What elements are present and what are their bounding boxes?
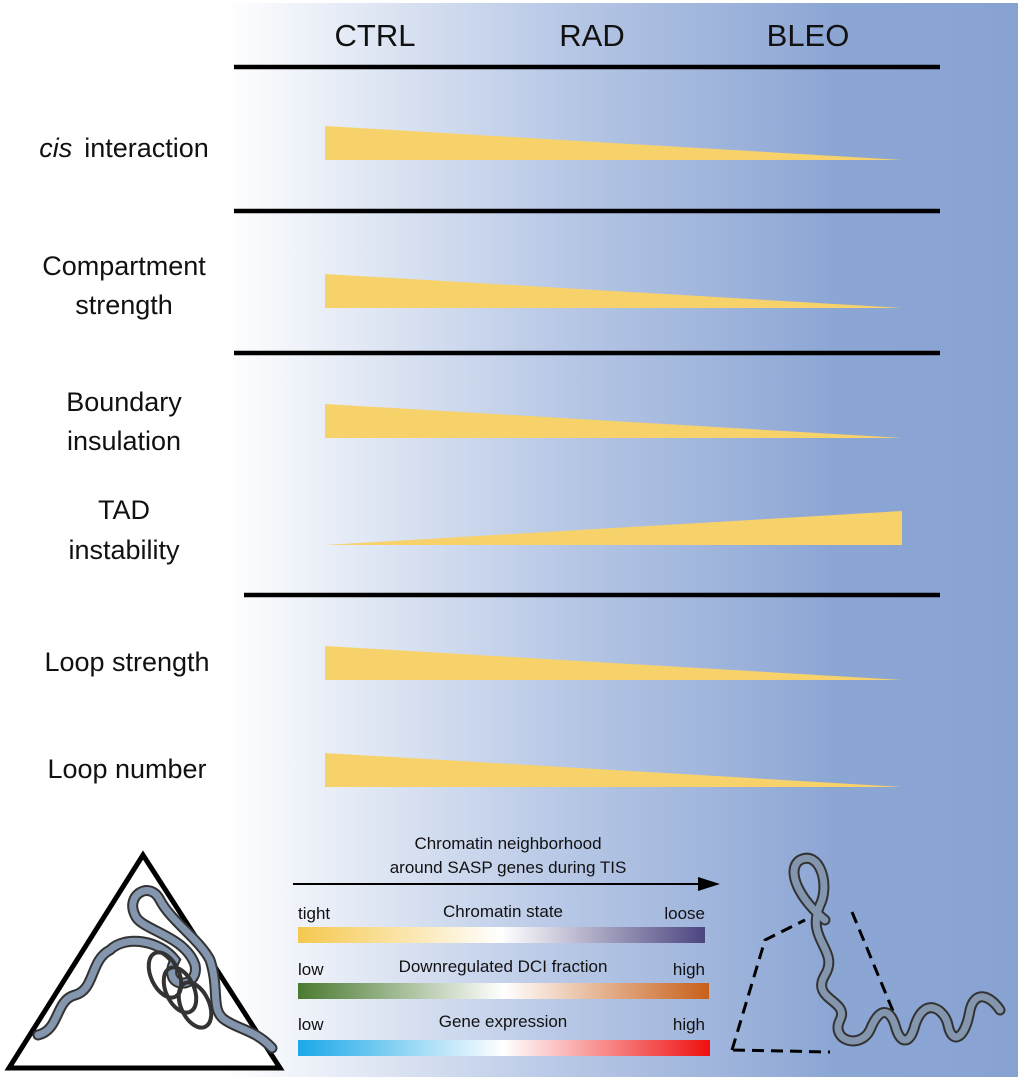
row-label-cis-interaction: cis interaction [39, 133, 209, 163]
row-label-boundary: Boundary [66, 387, 182, 417]
row-label-tad-2: instability [68, 535, 180, 565]
compact-tad-illustration [4, 850, 285, 1071]
trend-wedge-decrease [325, 274, 902, 308]
trend-wedge-decrease [325, 126, 902, 160]
row-label-compartment: Compartment [42, 251, 206, 281]
scale-0-title: Chromatin state [443, 902, 563, 921]
arrow-head-icon [698, 877, 720, 891]
column-rad: RAD [559, 18, 624, 53]
column-ctrl: CTRL [335, 18, 416, 53]
scale-2-title: Gene expression [439, 1012, 568, 1031]
trend-wedge-decrease [325, 404, 902, 438]
scale-2-high: high [673, 1015, 705, 1034]
scale-1-high: high [673, 960, 705, 979]
chromatin-state-colorbar [298, 927, 705, 943]
row-label-boundary-2: insulation [67, 426, 181, 456]
scale-1-low: low [298, 960, 324, 979]
dividers [234, 64, 940, 598]
trend-wedge-decrease [325, 753, 902, 787]
row-label-tad: TAD [98, 495, 150, 525]
scale-0-high: loose [664, 904, 705, 923]
row-label-compartment-2: strength [75, 290, 173, 320]
trend-wedge-increase [325, 511, 902, 545]
scale-0-low: tight [298, 904, 330, 923]
legend-title-1: Chromatin neighborhood [414, 834, 601, 853]
gene-expression-colorbar [298, 1040, 710, 1056]
column-bleo: BLEO [767, 18, 850, 53]
coil-loops [146, 950, 214, 1030]
row-label-loop-strength: Loop strength [44, 647, 209, 677]
trend-wedge-decrease [325, 646, 902, 680]
scale-1-title: Downregulated DCI fraction [399, 957, 608, 976]
dci-fraction-colorbar [298, 983, 709, 999]
loose-tad-illustration [730, 852, 1006, 1054]
legend-title-2: around SASP genes during TIS [390, 858, 627, 877]
row-label-loop-number: Loop number [47, 754, 206, 784]
scale-2-low: low [298, 1015, 324, 1034]
trend-wedges [325, 126, 902, 787]
